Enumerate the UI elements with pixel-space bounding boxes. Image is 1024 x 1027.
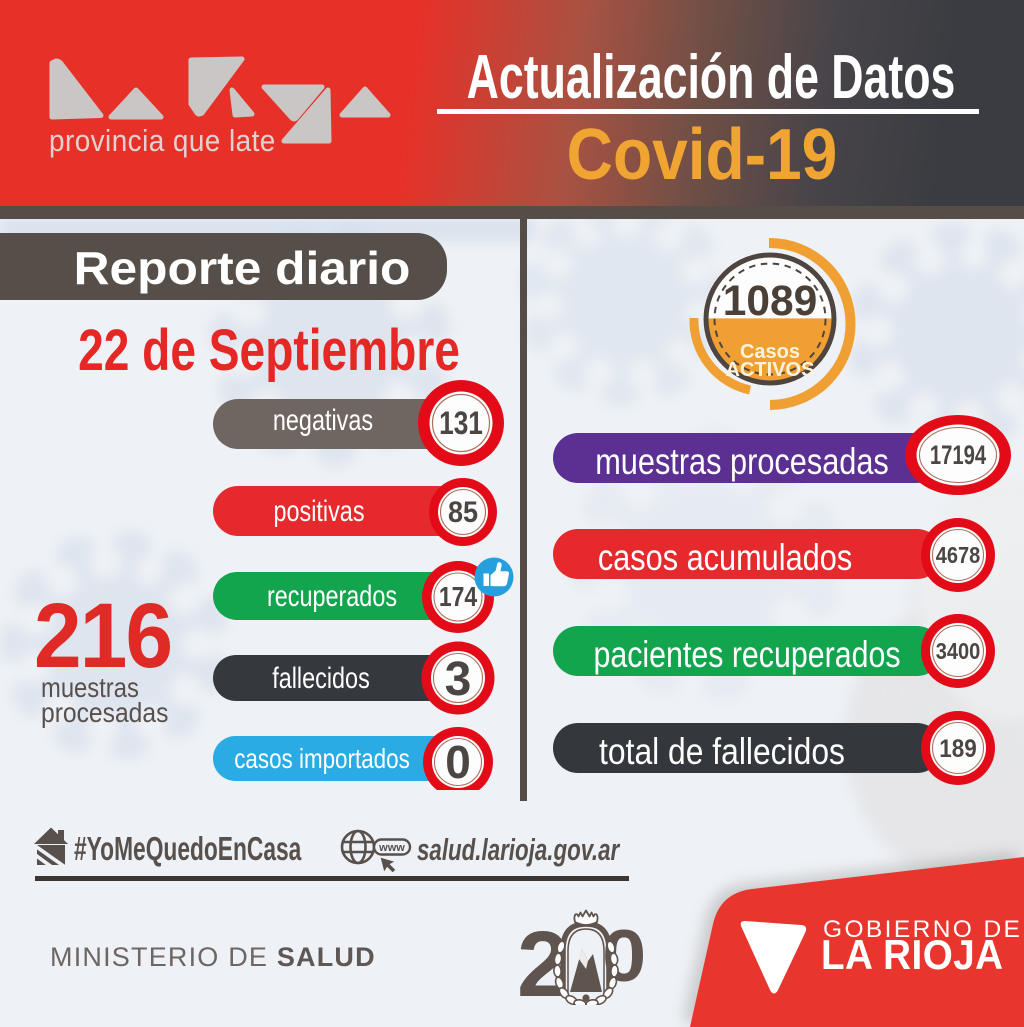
svg-text:www: www: [378, 842, 405, 854]
svg-text:4678: 4678: [936, 542, 981, 569]
svg-text:17194: 17194: [930, 440, 987, 471]
svg-text:GOBIERNO DE: GOBIERNO DE: [823, 916, 1022, 943]
svg-text:1089: 1089: [723, 278, 818, 325]
svg-text:189: 189: [939, 735, 977, 763]
svg-text:provincia que late: provincia que late: [49, 124, 276, 159]
svg-text:85: 85: [448, 496, 478, 530]
svg-text:LA RIOJA: LA RIOJA: [821, 930, 1004, 978]
svg-text:0: 0: [445, 736, 471, 788]
svg-text:Casos: Casos: [740, 341, 800, 363]
svg-text:174: 174: [439, 582, 478, 613]
svg-text:3: 3: [445, 653, 472, 706]
svg-text:ACTIVOS: ACTIVOS: [726, 359, 815, 381]
svg-text:131: 131: [439, 407, 483, 442]
svg-text:3400: 3400: [936, 638, 981, 665]
